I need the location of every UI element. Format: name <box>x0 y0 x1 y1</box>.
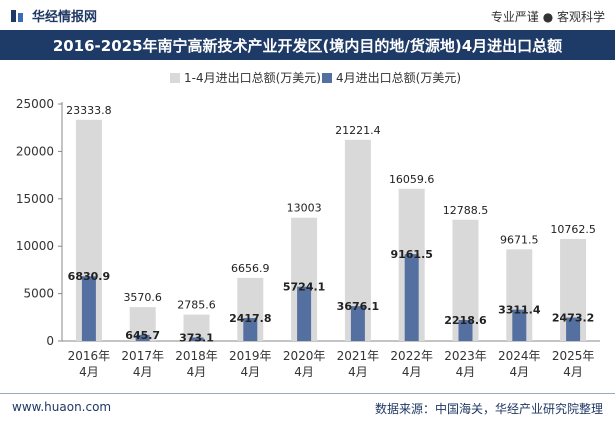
tagline: 专业严谨 ● 客观科学 <box>490 10 605 24</box>
value-label-april: 645.7 <box>125 329 160 342</box>
x-tick-label-year: 2023年 <box>444 349 487 363</box>
x-tick-label-year: 2018年 <box>175 349 218 363</box>
x-tick-label-year: 2025年 <box>552 349 595 363</box>
x-tick-label-month: 4月 <box>79 365 99 379</box>
value-label-april: 2218.6 <box>444 314 487 327</box>
bar-group <box>75 119 587 341</box>
legend-swatch-april <box>322 73 332 83</box>
bar-april-2016 <box>81 276 96 341</box>
x-tick-label: 2016年 4月 <box>68 349 111 379</box>
y-tick-group: 0 5000 10000 15000 20000 25000 <box>16 97 62 348</box>
bar-total-2018 <box>183 314 210 341</box>
y-tick-label: 20000 <box>16 144 54 158</box>
x-tick-label-month: 4月 <box>563 365 583 379</box>
x-tick-label-year: 2016年 <box>68 349 111 363</box>
bar-april-2023 <box>458 319 473 341</box>
x-tick-label: 2018年 4月 <box>175 349 218 379</box>
value-label-total: 9671.5 <box>500 233 539 246</box>
value-label-total: 10762.5 <box>550 223 596 236</box>
x-tick-label: 2025年 4月 <box>552 349 595 379</box>
x-tick-label: 2017年 4月 <box>121 349 164 379</box>
chart-title: 2016-2025年南宁高新技术产业开发区(境内目的地/货源地)4月进出口总额 <box>52 36 563 55</box>
x-tick-label: 2019年 4月 <box>229 349 272 379</box>
bar-april-2020 <box>297 286 312 341</box>
bar-april-2024 <box>512 309 527 341</box>
x-tick-label: 2021年 4月 <box>337 349 380 379</box>
x-tick-label: 2022年 4月 <box>390 349 433 379</box>
bar-april-2022 <box>404 254 419 341</box>
bar-april-2017 <box>135 334 150 341</box>
y-tick-label: 10000 <box>16 239 54 253</box>
chart-legend: 1-4月进出口总额(万美元) 4月进出口总额(万美元) <box>170 71 461 85</box>
value-label-total: 23333.8 <box>66 104 112 117</box>
bar-april-2018 <box>189 337 204 341</box>
x-tick-label: 2024年 4月 <box>498 349 541 379</box>
x-tick-label-year: 2020年 <box>283 349 326 363</box>
y-tick-label: 5000 <box>23 287 54 301</box>
x-tick-label-month: 4月 <box>133 365 153 379</box>
x-tick-label-year: 2022年 <box>390 349 433 363</box>
chart-title-bar: 2016-2025年南宁高新技术产业开发区(境内目的地/货源地)4月进出口总额 <box>0 30 615 60</box>
x-tick-label: 2023年 4月 <box>444 349 487 379</box>
top-bar: 华经情报网 专业严谨 ● 客观科学 <box>0 0 615 30</box>
x-tick-label-month: 4月 <box>294 365 314 379</box>
bar-april-2021 <box>350 306 365 341</box>
y-tick-label: 15000 <box>16 192 54 206</box>
value-label-total: 3570.6 <box>123 291 162 304</box>
footer-website[interactable]: www.huaon.com <box>12 400 112 414</box>
value-label-total: 13003 <box>287 202 322 215</box>
value-label-april: 6830.9 <box>68 270 110 283</box>
bar-april-2019 <box>243 318 258 341</box>
value-label-april: 2417.8 <box>229 312 271 325</box>
value-label-april: 373.1 <box>179 331 214 344</box>
value-label-april: 3676.1 <box>337 300 379 313</box>
y-tick-label: 0 <box>46 334 54 348</box>
value-label-april: 3311.4 <box>498 304 541 317</box>
x-tick-label-year: 2019年 <box>229 349 272 363</box>
x-tick-label: 2020年 4月 <box>283 349 326 379</box>
value-label-april: 9161.5 <box>390 248 432 261</box>
value-label-group: 23333.8 6830.9 3570.6 645.7 2785.6 373.1 6656.… <box>66 104 596 345</box>
footer-divider <box>0 393 615 394</box>
footer-source: 数据来源：中国海关，华经产业研究院整理 <box>374 402 603 416</box>
x-tick-label-month: 4月 <box>456 365 476 379</box>
x-tick-label-year: 2024年 <box>498 349 541 363</box>
value-label-april: 2473.2 <box>552 312 594 325</box>
x-tick-label-month: 4月 <box>240 365 260 379</box>
y-tick-label: 25000 <box>16 97 54 111</box>
value-label-total: 21221.4 <box>335 124 381 137</box>
value-label-total: 12788.5 <box>443 204 489 217</box>
value-label-total: 6656.9 <box>231 262 270 275</box>
x-tick-label-month: 4月 <box>509 365 529 379</box>
legend-swatch-total <box>170 73 180 83</box>
value-label-total: 16059.6 <box>389 173 435 186</box>
x-tick-label-month: 4月 <box>348 365 368 379</box>
legend-label-total: 1-4月进出口总额(万美元) <box>184 71 321 85</box>
brand[interactable]: 华经情报网 <box>10 6 97 25</box>
value-label-total: 2785.6 <box>177 299 216 312</box>
bar-chart: 1-4月进出口总额(万美元) 4月进出口总额(万美元) 0 5000 10000 15… <box>16 71 600 379</box>
logo-icon <box>11 9 23 22</box>
x-tick-label-month: 4月 <box>402 365 422 379</box>
value-label-april: 5724.1 <box>283 281 325 294</box>
x-tick-label-month: 4月 <box>187 365 207 379</box>
brand-name: 华经情报网 <box>32 10 98 25</box>
legend-label-april: 4月进出口总额(万美元) <box>336 71 461 85</box>
x-tick-label-year: 2017年 <box>121 349 164 363</box>
x-tick-label-year: 2021年 <box>337 349 380 363</box>
bar-april-2025 <box>566 317 581 341</box>
